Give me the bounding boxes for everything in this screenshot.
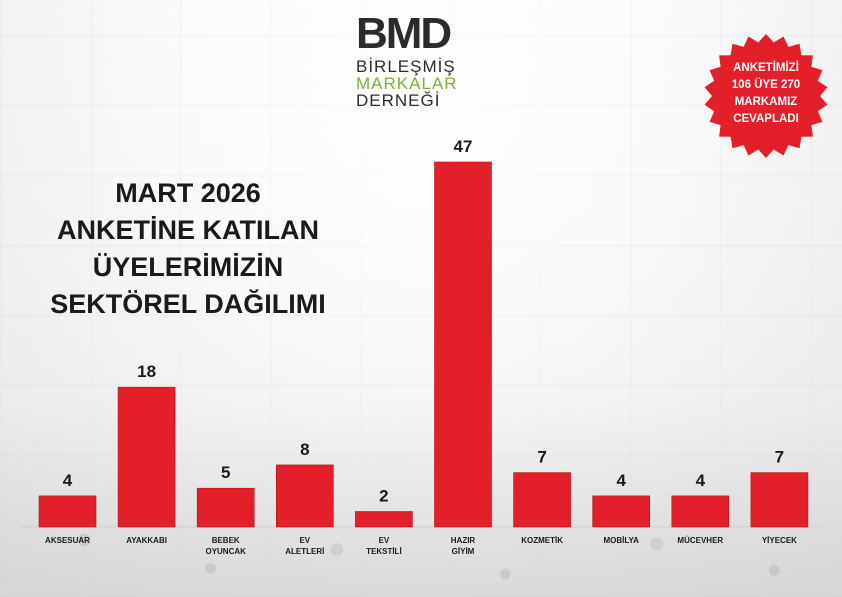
bar-value-label-3: 8 — [300, 440, 309, 459]
bar-6 — [513, 472, 571, 528]
logo-line-3: DERNEĞİ — [356, 91, 441, 110]
bar-value-label-0: 4 — [63, 471, 73, 490]
badge-line-2: 106 ÜYE 270 — [731, 79, 801, 91]
category-label-2-0: BEBEK — [212, 536, 240, 545]
title-line-1: MART 2026 — [115, 178, 261, 208]
bar-2 — [196, 487, 255, 528]
category-label-4-0: EV — [379, 536, 390, 545]
badge-line-1: ANKETİMİZİ — [733, 62, 799, 74]
badge-line-4: CEVAPLADI — [733, 113, 799, 125]
title-line-3: ÜYELERİMİZİN — [92, 252, 284, 282]
bar-value-label-2: 5 — [221, 463, 230, 482]
logo-line-1: BİRLEŞMİŞ — [356, 57, 456, 76]
badge-text: ANKETİMİZİ 106 ÜYE 270 MARKAMIZ CEVAPLAD… — [702, 60, 830, 128]
bar-value-label-6: 7 — [537, 448, 546, 467]
badge-starburst-shape — [704, 34, 828, 158]
logo-main-text: BMD — [356, 9, 452, 58]
category-label-5-1: GİYİM — [452, 547, 475, 556]
category-label-0-0: AKSESUAR — [45, 536, 90, 545]
bmd-logo: BMD BİRLEŞMİŞ MARKALAR DERNEĞİ — [356, 9, 486, 110]
bar-value-label-5: 47 — [454, 137, 473, 156]
category-label-3-0: EV — [299, 536, 310, 545]
category-label-6-0: KOZMETİK — [521, 536, 563, 545]
bar-value-label-7: 4 — [616, 471, 626, 490]
survey-badge: ANKETİMİZİ 106 ÜYE 270 MARKAMIZ CEVAPLAD… — [702, 32, 830, 160]
category-label-1-0: AYAKKABI — [126, 536, 167, 545]
bar-4 — [355, 511, 413, 528]
title-line-2: ANKETİNE KATILAN — [57, 215, 319, 245]
category-label-9-0: YİYECEK — [762, 536, 797, 545]
chart-title: MART 2026 ANKETİNE KATILAN ÜYELERİMİZİN … — [8, 175, 368, 323]
category-label-2-1: OYUNCAK — [205, 547, 246, 556]
category-label-4-1: TEKSTİLİ — [366, 547, 402, 556]
bar-7 — [592, 495, 651, 528]
bar-5 — [434, 161, 492, 528]
bar-1 — [117, 386, 176, 528]
bar-value-label-1: 18 — [137, 362, 156, 381]
category-label-7-0: MOBİLYA — [603, 536, 639, 545]
bar-0 — [38, 495, 97, 528]
category-label-3-1: ALETLERİ — [285, 547, 324, 556]
bar-8 — [671, 495, 730, 528]
bar-value-label-4: 2 — [379, 487, 388, 506]
logo-line-2: MARKALAR — [356, 74, 458, 93]
bar-value-label-9: 7 — [775, 448, 784, 467]
bar-9 — [750, 472, 809, 528]
badge-line-3: MARKAMIZ — [734, 96, 798, 108]
bar-value-label-8: 4 — [696, 471, 706, 490]
category-label-5-0: HAZIR — [451, 536, 476, 545]
category-label-8-0: MÜCEVHER — [677, 536, 723, 545]
badge-starburst-icon — [704, 34, 828, 158]
bar-3 — [275, 464, 334, 528]
title-line-4: SEKTÖREL DAĞILIMI — [50, 289, 326, 319]
